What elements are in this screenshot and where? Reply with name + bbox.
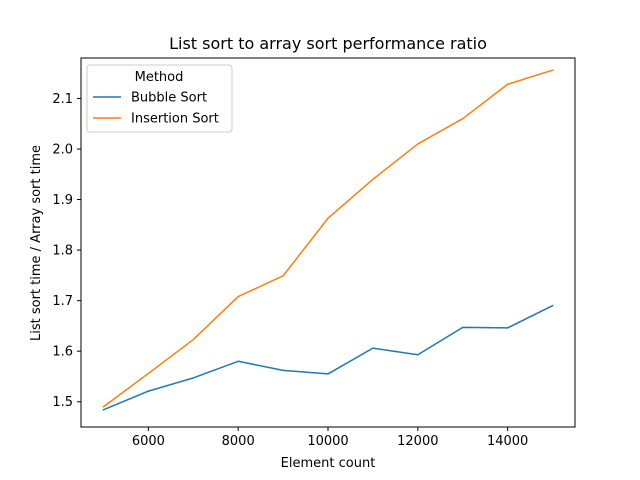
y-tick-label: 2.1 xyxy=(52,92,73,107)
legend-title: Method xyxy=(135,70,184,85)
y-tick-label: 1.6 xyxy=(52,345,73,360)
legend-frame xyxy=(86,64,233,133)
y-tick-label: 1.9 xyxy=(52,193,73,208)
series-line-insertion-sort xyxy=(102,69,554,408)
y-tick-label: 1.7 xyxy=(52,294,73,309)
series-line-bubble-sort xyxy=(102,304,554,411)
y-tick-label: 1.8 xyxy=(52,244,73,259)
legend-entry-label: Insertion Sort xyxy=(131,112,219,127)
x-axis-ticks: 6000 8000 10000 12000 14000 xyxy=(132,427,528,449)
x-tick-label: 12000 xyxy=(397,434,438,449)
legend-entry-label: Bubble Sort xyxy=(131,91,207,106)
y-axis-ticks: 1.5 1.6 1.7 1.8 1.9 2.0 2.1 xyxy=(52,92,81,410)
x-tick-label: 6000 xyxy=(132,434,165,449)
x-tick-label: 14000 xyxy=(487,434,528,449)
legend: Method Bubble Sort Insertion Sort xyxy=(86,64,233,133)
y-tick-label: 1.5 xyxy=(52,395,73,410)
series-lines xyxy=(102,69,554,411)
x-tick-label: 10000 xyxy=(307,434,348,449)
chart-title: List sort to array sort performance rati… xyxy=(169,34,487,53)
x-axis-label: Element count xyxy=(281,456,376,471)
y-axis-label: List sort time / Array sort time xyxy=(29,145,44,341)
x-tick-label: 8000 xyxy=(222,434,255,449)
y-tick-label: 2.0 xyxy=(52,142,73,157)
